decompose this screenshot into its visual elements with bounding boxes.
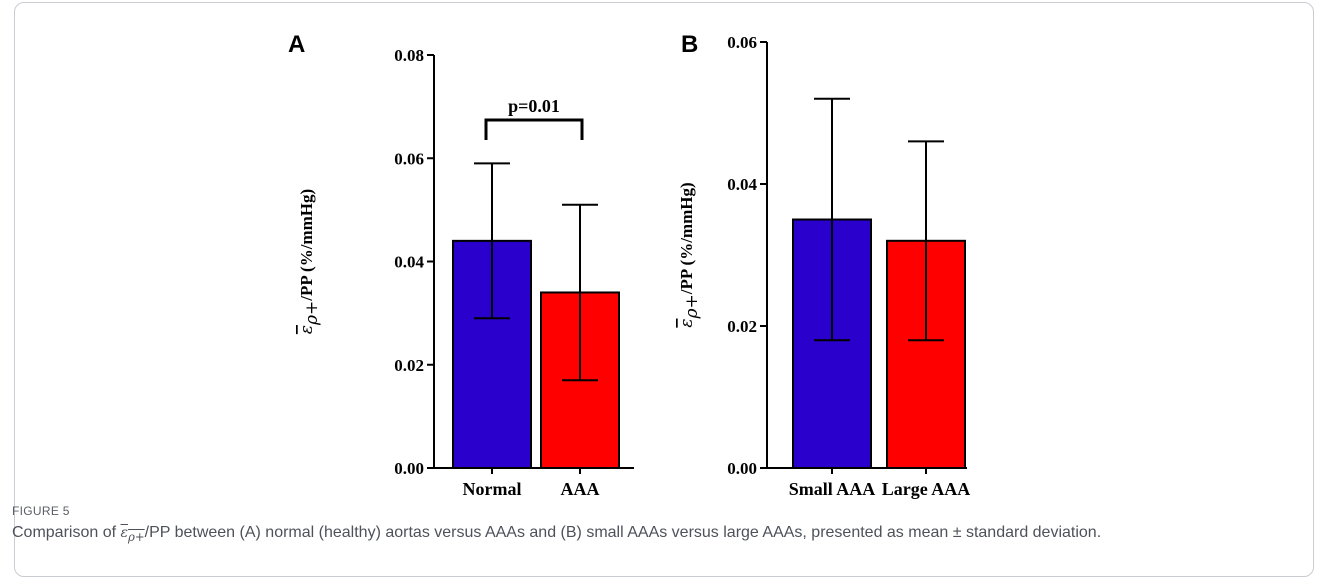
y-axis-label-symbol: ε: [677, 319, 697, 328]
y-axis-label-text: /PP (%/mmHg): [677, 182, 696, 295]
y-axis-label-text: /PP (%/mmHg): [297, 189, 316, 302]
caption-symbol-main: ε: [120, 525, 129, 541]
y-tick-label: 0.00: [394, 459, 424, 478]
y-axis-label-symbol-sub: ρ+: [302, 301, 322, 326]
panel-b: B 0.00 0.02 0.04 0.06 Small AAA Large AAA ερ+/P…: [677, 31, 970, 499]
y-axis-label-symbol: ε: [297, 325, 317, 334]
x-category-label: Large AAA: [882, 479, 971, 499]
y-tick-label: 0.06: [727, 33, 757, 52]
caption-before: Comparison of: [12, 524, 121, 541]
y-tick-label: 0.00: [727, 459, 757, 478]
figure-label: FIGURE 5: [12, 504, 70, 518]
x-category-label: AAA: [561, 479, 600, 499]
figure-frame: [14, 2, 1314, 577]
significance-label: p=0.01: [508, 96, 560, 116]
panel-letter: A: [288, 31, 305, 58]
caption-block: FIGURE 5 Comparison of ερ+/PP between (A…: [12, 504, 1312, 544]
caption-symbol: ερ+: [120, 525, 145, 544]
caption-after: /PP between (A) normal (healthy) aortas …: [144, 524, 1102, 541]
y-axis-label-symbol-sub: ρ+: [682, 294, 702, 319]
caption-symbol-sub: ρ+: [128, 529, 145, 544]
significance-bracket: [484, 118, 584, 140]
panel-a: A 0.00 0.02 0.04 0.06 0.08 Normal AAA p=0.01 ερ+/…: [288, 31, 634, 499]
y-tick-label: 0.02: [394, 356, 424, 375]
y-tick-label: 0.06: [394, 149, 424, 168]
y-axis-label: ερ+/PP (%/mmHg): [677, 182, 702, 327]
y-axis-label: ερ+/PP (%/mmHg): [297, 189, 322, 334]
y-tick-label: 0.04: [394, 253, 424, 272]
y-tick-label: 0.08: [394, 46, 424, 65]
x-category-label: Normal: [463, 479, 522, 499]
figure-caption: Comparison of ερ+/PP between (A) normal …: [12, 524, 1312, 544]
panel-letter: B: [681, 31, 698, 58]
y-tick-label: 0.04: [727, 175, 757, 194]
x-category-label: Small AAA: [789, 479, 876, 499]
y-tick-label: 0.02: [727, 317, 757, 336]
